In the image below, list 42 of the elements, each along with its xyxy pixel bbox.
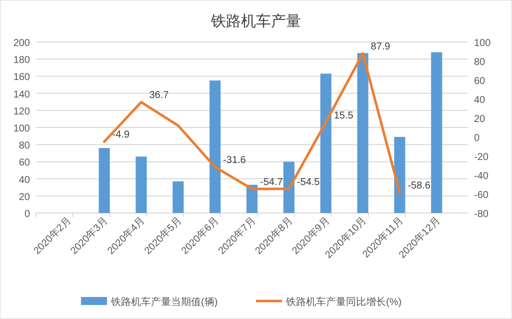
y-tick-label: 80 <box>18 140 30 152</box>
bar <box>320 74 332 213</box>
line-series <box>103 52 401 194</box>
data-label: 87.9 <box>370 41 391 52</box>
data-label: -54.5 <box>296 176 320 188</box>
y-tick-label: 120 <box>13 106 30 118</box>
data-label: -58.6 <box>408 180 431 192</box>
y-tick-label: 20 <box>18 192 30 203</box>
y-tick-label: 0 <box>24 209 30 220</box>
chart-title: 铁路机车产量 <box>210 13 301 30</box>
y-tick-label: 100 <box>13 124 30 134</box>
bar <box>98 148 110 213</box>
data-label: 15.5 <box>334 110 354 122</box>
y-tick-label: 140 <box>13 89 30 100</box>
bar <box>394 136 406 213</box>
bar <box>431 52 442 213</box>
y2-tick-label: 0 <box>474 133 480 144</box>
data-label: -54.7 <box>260 176 284 188</box>
y2-tick-label: 60 <box>474 76 486 87</box>
bar <box>283 162 294 213</box>
y-tick-label: 160 <box>13 72 30 84</box>
data-label: -31.6 <box>223 155 246 166</box>
y2-tick-label: -80 <box>474 209 489 220</box>
y2-tick-label: -60 <box>474 190 489 201</box>
bar <box>136 156 147 213</box>
y2-tick-label: 80 <box>474 57 486 68</box>
y-tick-label: 60 <box>18 158 30 169</box>
y2-tick-label: 40 <box>474 95 486 106</box>
legend-label: 铁路机车产量当期值(辆) <box>110 296 218 308</box>
bar <box>210 80 221 213</box>
legend-label: 铁路机车产量同比增长(%) <box>285 296 402 308</box>
y-tick-label: 200 <box>13 38 30 49</box>
y2-tick-label: -20 <box>474 152 489 163</box>
y2-tick-label: -40 <box>474 171 489 182</box>
bar <box>172 181 184 213</box>
y-tick-label: 40 <box>18 174 30 186</box>
data-label: -4.9 <box>112 130 130 141</box>
y2-tick-label: 20 <box>474 114 486 125</box>
y-tick-label: 180 <box>13 55 30 66</box>
bar <box>357 53 368 213</box>
data-label: 36.7 <box>149 90 170 102</box>
y2-tick-label: 100 <box>474 38 492 49</box>
